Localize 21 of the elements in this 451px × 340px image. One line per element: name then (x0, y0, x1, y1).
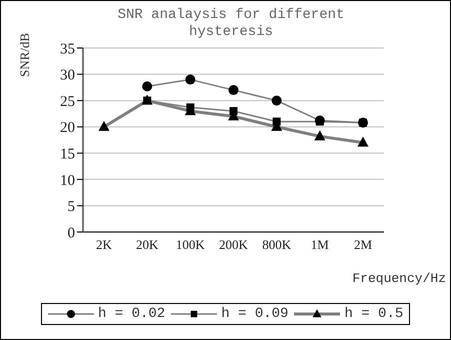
y-tick-label: 15 (60, 146, 75, 162)
y-axis-title: SNR/dB (17, 32, 33, 77)
x-axis-title: Frequency/Hz (352, 271, 446, 286)
x-tick-label: 2M (354, 237, 372, 252)
x-tick-label: 100K (176, 237, 206, 252)
chart-title: SNR analaysis for different hysteresis (116, 7, 346, 41)
x-tick-label: 20K (136, 237, 159, 252)
legend-label: h = 0.5 (344, 306, 404, 322)
y-tick-label: 20 (60, 120, 75, 136)
y-tick-label: 0 (68, 225, 75, 242)
y-tick-label: 25 (60, 94, 75, 110)
legend-label: h = 0.09 (221, 306, 288, 322)
y-tick-label: 30 (60, 68, 75, 84)
y-tick-label: 10 (60, 172, 75, 189)
x-tick-label: 1M (310, 237, 330, 252)
x-tick-label: 800K (262, 237, 292, 252)
x-tick-label: 2K (96, 237, 113, 252)
legend-label: h = 0.02 (98, 306, 166, 322)
y-tick-label: 35 (60, 41, 75, 58)
x-tick-label: 200K (219, 237, 249, 252)
y-tick-label: 5 (68, 199, 75, 216)
